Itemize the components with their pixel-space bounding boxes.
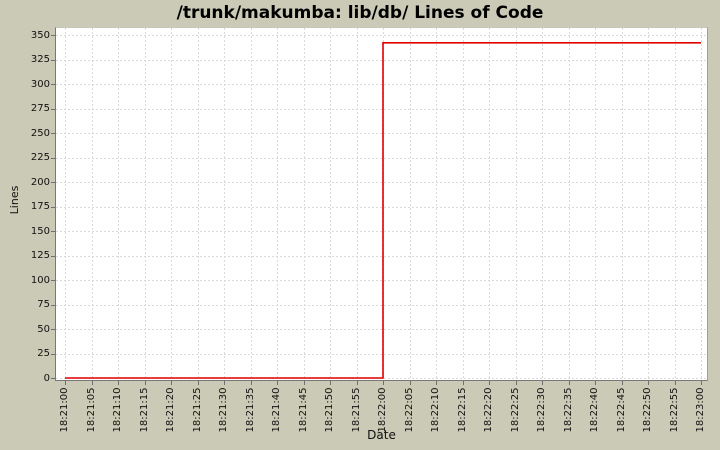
y-tick-mark (51, 378, 55, 379)
y-tick-mark (51, 354, 55, 355)
x-tick-mark (171, 381, 172, 385)
y-tick-mark (51, 84, 55, 85)
y-tick-label: 150 (30, 226, 50, 237)
x-tick-mark (330, 381, 331, 385)
x-tick-mark (675, 381, 676, 385)
chart-title: /trunk/makumba: lib/db/ Lines of Code (176, 3, 544, 23)
x-tick-mark (224, 381, 225, 385)
x-tick-mark (304, 381, 305, 385)
x-tick-mark (410, 381, 411, 385)
x-tick-mark (357, 381, 358, 385)
y-tick-mark (51, 60, 55, 61)
y-tick-mark (51, 231, 55, 232)
y-tick-label: 100 (30, 275, 50, 286)
y-tick-label: 25 (37, 348, 50, 359)
y-tick-label: 275 (30, 103, 50, 114)
y-tick-label: 50 (37, 324, 50, 335)
x-tick-mark (701, 381, 702, 385)
y-tick-label: 225 (30, 152, 50, 163)
y-tick-mark (51, 182, 55, 183)
x-tick-mark (65, 381, 66, 385)
y-tick-label: 175 (30, 201, 50, 212)
y-tick-mark (51, 207, 55, 208)
x-tick-mark (569, 381, 570, 385)
x-tick-mark (489, 381, 490, 385)
y-tick-mark (51, 158, 55, 159)
chart-canvas (56, 28, 707, 380)
y-tick-label: 200 (30, 177, 50, 188)
x-tick-mark (648, 381, 649, 385)
plot-area (55, 27, 708, 381)
y-tick-label: 125 (30, 250, 50, 261)
series-line (65, 42, 701, 379)
y-tick-mark (51, 280, 55, 281)
y-tick-label: 325 (30, 54, 50, 65)
y-tick-mark (51, 305, 55, 306)
y-tick-mark (51, 329, 55, 330)
y-tick-mark (51, 109, 55, 110)
y-tick-label: 250 (30, 128, 50, 139)
x-tick-mark (383, 381, 384, 385)
x-tick-mark (595, 381, 596, 385)
x-tick-mark (118, 381, 119, 385)
x-axis-title: Date (367, 428, 396, 442)
y-tick-label: 0 (43, 373, 50, 384)
y-tick-label: 350 (30, 30, 50, 41)
y-tick-label: 75 (37, 299, 50, 310)
x-tick-mark (516, 381, 517, 385)
x-tick-mark (198, 381, 199, 385)
y-tick-mark (51, 133, 55, 134)
y-tick-mark (51, 35, 55, 36)
y-tick-mark (51, 256, 55, 257)
x-tick-mark (92, 381, 93, 385)
x-tick-mark (463, 381, 464, 385)
x-tick-mark (277, 381, 278, 385)
x-tick-mark (542, 381, 543, 385)
x-tick-mark (145, 381, 146, 385)
x-tick-mark (436, 381, 437, 385)
y-tick-label: 300 (30, 79, 50, 90)
x-tick-mark (251, 381, 252, 385)
x-tick-mark (622, 381, 623, 385)
